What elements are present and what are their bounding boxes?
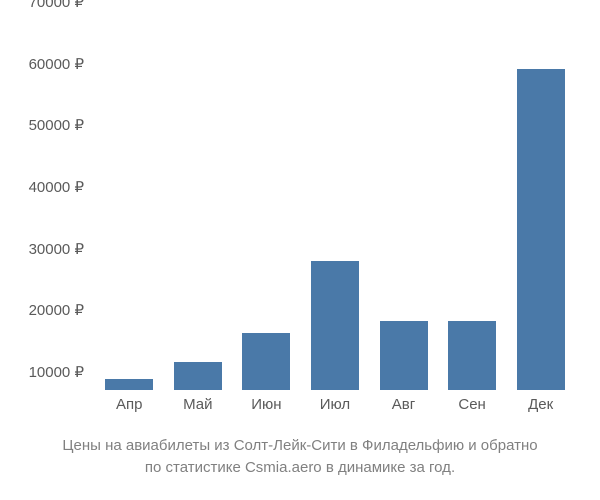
- y-axis: 10000 ₽ 20000 ₽ 30000 ₽ 40000 ₽ 50000 ₽ 60000…: [0, 20, 90, 390]
- x-axis: Апр Май Июн Июл Авг Сен Дек: [95, 396, 575, 413]
- chart-caption: Цены на авиабилеты из Солт-Лейк-Сити в Ф…: [0, 435, 600, 479]
- caption-line-1: Цены на авиабилеты из Солт-Лейк-Сити в Ф…: [62, 437, 537, 454]
- x-tick-label: Июл: [311, 396, 359, 413]
- y-tick-label: 30000 ₽: [29, 240, 84, 258]
- y-tick-label: 50000 ₽: [29, 116, 84, 134]
- y-tick-label: 40000 ₽: [29, 178, 84, 196]
- caption-line-2: по статистике Csmia.aero в динамике за г…: [145, 459, 455, 476]
- bars-group: [95, 20, 575, 390]
- bar: [174, 362, 222, 390]
- bar: [311, 261, 359, 391]
- plot-area: [95, 20, 575, 390]
- y-tick-label: 60000 ₽: [29, 55, 84, 73]
- bar: [380, 321, 428, 390]
- x-tick-label: Апр: [105, 396, 153, 413]
- bar: [448, 321, 496, 390]
- y-tick-label: 10000 ₽: [29, 363, 84, 381]
- x-tick-label: Май: [174, 396, 222, 413]
- x-tick-label: Сен: [448, 396, 496, 413]
- x-tick-label: Авг: [380, 396, 428, 413]
- chart-container: 10000 ₽ 20000 ₽ 30000 ₽ 40000 ₽ 50000 ₽ 60000…: [0, 0, 600, 500]
- bar: [105, 379, 153, 390]
- bar: [517, 69, 565, 390]
- x-tick-label: Дек: [517, 396, 565, 413]
- x-tick-label: Июн: [242, 396, 290, 413]
- y-tick-label: 20000 ₽: [29, 301, 84, 319]
- y-tick-label: 70000 ₽: [29, 0, 84, 11]
- bar: [242, 333, 290, 390]
